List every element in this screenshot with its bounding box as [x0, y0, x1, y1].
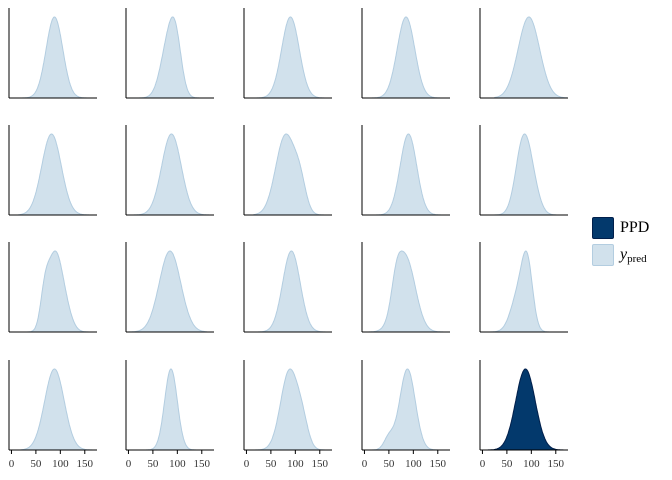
panel-15 — [479, 242, 568, 333]
panel-1 — [8, 8, 97, 99]
panel-13 — [243, 242, 332, 333]
x-tick-label: 50 — [501, 458, 513, 470]
panel-17: 0 50 100 150 — [125, 360, 214, 470]
ypred-density — [494, 16, 567, 99]
panel-16: 0 50 100 150 — [8, 360, 97, 470]
panel-20: 0 50 100 150 — [479, 360, 568, 470]
panel-10 — [479, 125, 568, 216]
x-tick-label: 100 — [405, 458, 422, 470]
x-tick-label: 0 — [126, 458, 132, 470]
panel-8 — [243, 125, 332, 216]
panel-5 — [479, 8, 568, 99]
ypred-density — [20, 16, 89, 99]
x-tick-label: 0 — [480, 458, 486, 470]
panel-14 — [361, 242, 450, 333]
panel-9 — [361, 125, 450, 216]
panel-11 — [8, 242, 97, 333]
ypred-density — [484, 250, 564, 333]
ypred-density — [368, 250, 444, 333]
x-tick-label: 150 — [548, 458, 565, 470]
ypred-density — [20, 368, 95, 451]
ypred-density — [251, 368, 330, 451]
panel-18: 0 50 100 150 — [243, 360, 332, 470]
x-tick-label: 150 — [430, 458, 447, 470]
x-tick-label: 0 — [244, 458, 250, 470]
legend-label-ppd: PPD — [620, 219, 650, 236]
ypred-density — [253, 16, 329, 99]
panel-6 — [8, 125, 97, 216]
ypred-density — [369, 368, 447, 451]
ypred-density — [133, 368, 210, 451]
ypred-density — [21, 250, 93, 333]
x-tick-label: 150 — [312, 458, 329, 470]
ypred-density — [371, 16, 446, 99]
x-tick-label: 100 — [287, 458, 304, 470]
x-tick-label: 50 — [30, 458, 42, 470]
panel-12 — [125, 242, 214, 333]
legend-item-ypred: ypred — [592, 244, 670, 266]
x-tick-label: 150 — [77, 458, 94, 470]
legend-item-ppd: PPD — [592, 217, 670, 239]
legend-swatch-ypred — [592, 244, 614, 266]
x-tick-label: 100 — [52, 458, 69, 470]
x-tick-label: 0 — [9, 458, 15, 470]
legend-swatch-ppd — [592, 217, 614, 239]
ypred-density — [139, 16, 206, 99]
legend: PPD ypred — [592, 217, 670, 267]
panel-3 — [243, 8, 332, 99]
ypred-density — [133, 133, 210, 216]
panel-19: 0 50 100 150 — [361, 360, 450, 470]
ypred-density — [492, 133, 557, 216]
ypred-density — [258, 250, 328, 333]
x-tick-label: 50 — [265, 458, 277, 470]
panel-7 — [125, 125, 214, 216]
x-tick-label: 100 — [169, 458, 186, 470]
ypred-density — [18, 133, 90, 216]
x-tick-label: 0 — [362, 458, 368, 470]
ypred-density — [128, 250, 208, 333]
panel-2 — [125, 8, 214, 99]
x-tick-label: 50 — [147, 458, 159, 470]
panel-4 — [361, 8, 450, 99]
x-tick-label: 150 — [194, 458, 211, 470]
x-tick-label: 100 — [523, 458, 540, 470]
ypred-density — [371, 133, 442, 216]
legend-label-ypred: ypred — [620, 246, 647, 265]
ypred-density — [253, 133, 328, 216]
x-tick-label: 50 — [383, 458, 395, 470]
ppd-density — [480, 368, 568, 451]
